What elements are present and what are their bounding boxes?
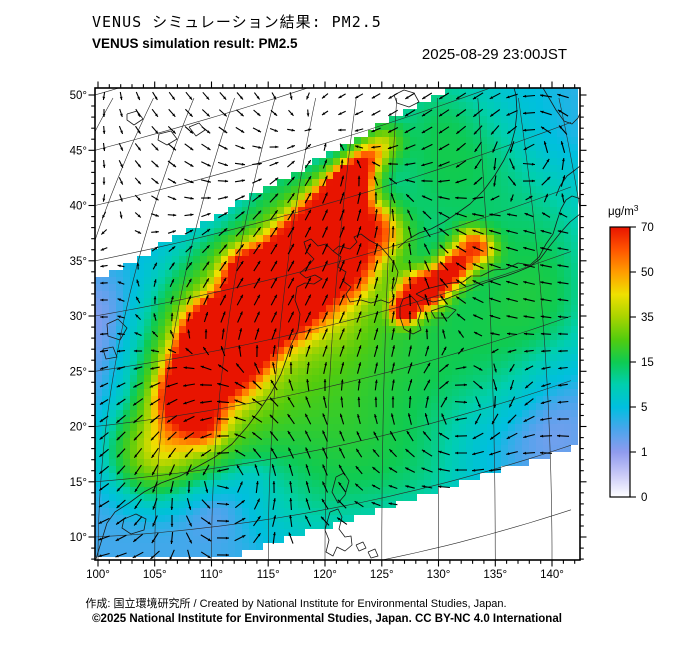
axis-tick-labels: 100° 105° 110° 115° 120° 125° 130° 135° 140° 50° 4… xyxy=(70,90,564,581)
svg-text:15: 15 xyxy=(641,357,654,369)
copyright-line: ©2025 National Institute for Environment… xyxy=(92,613,562,625)
credit-line: 作成: 国立環境研究所 / Created by National Instit… xyxy=(85,598,507,610)
timestamp: 2025-08-29 23:00JST xyxy=(421,46,567,63)
plot-frame xyxy=(88,81,587,567)
svg-text:50°: 50° xyxy=(70,90,87,102)
svg-text:110°: 110° xyxy=(200,569,223,581)
wind-vectors xyxy=(98,91,570,561)
page-title-english: VENUS simulation result: PM2.5 xyxy=(92,36,298,51)
svg-text:45°: 45° xyxy=(70,145,87,157)
svg-text:35°: 35° xyxy=(70,256,87,268)
svg-text:1: 1 xyxy=(641,447,647,459)
svg-text:10°: 10° xyxy=(70,532,87,544)
coastlines xyxy=(95,88,580,560)
svg-text:135°: 135° xyxy=(483,569,507,581)
svg-text:μg/m3: μg/m3 xyxy=(608,203,639,218)
svg-text:20°: 20° xyxy=(70,422,87,434)
svg-text:115°: 115° xyxy=(257,569,280,581)
svg-text:40°: 40° xyxy=(70,201,87,213)
svg-text:130°: 130° xyxy=(427,569,451,581)
svg-text:0: 0 xyxy=(641,492,647,504)
svg-text:50: 50 xyxy=(641,267,654,279)
page-title-japanese: VENUS シミュレーション結果: PM2.5 xyxy=(92,13,382,31)
svg-text:30°: 30° xyxy=(70,311,87,323)
svg-text:105°: 105° xyxy=(143,569,167,581)
svg-text:70: 70 xyxy=(641,222,654,234)
pm25-field xyxy=(95,88,578,557)
svg-text:5: 5 xyxy=(641,402,647,414)
svg-text:25°: 25° xyxy=(70,366,87,378)
svg-text:120°: 120° xyxy=(313,569,337,581)
svg-text:125°: 125° xyxy=(370,569,394,581)
svg-text:35: 35 xyxy=(641,312,654,324)
svg-text:15°: 15° xyxy=(70,477,87,489)
svg-text:100°: 100° xyxy=(86,569,110,581)
svg-text:140°: 140° xyxy=(540,569,564,581)
graticule xyxy=(95,88,580,560)
